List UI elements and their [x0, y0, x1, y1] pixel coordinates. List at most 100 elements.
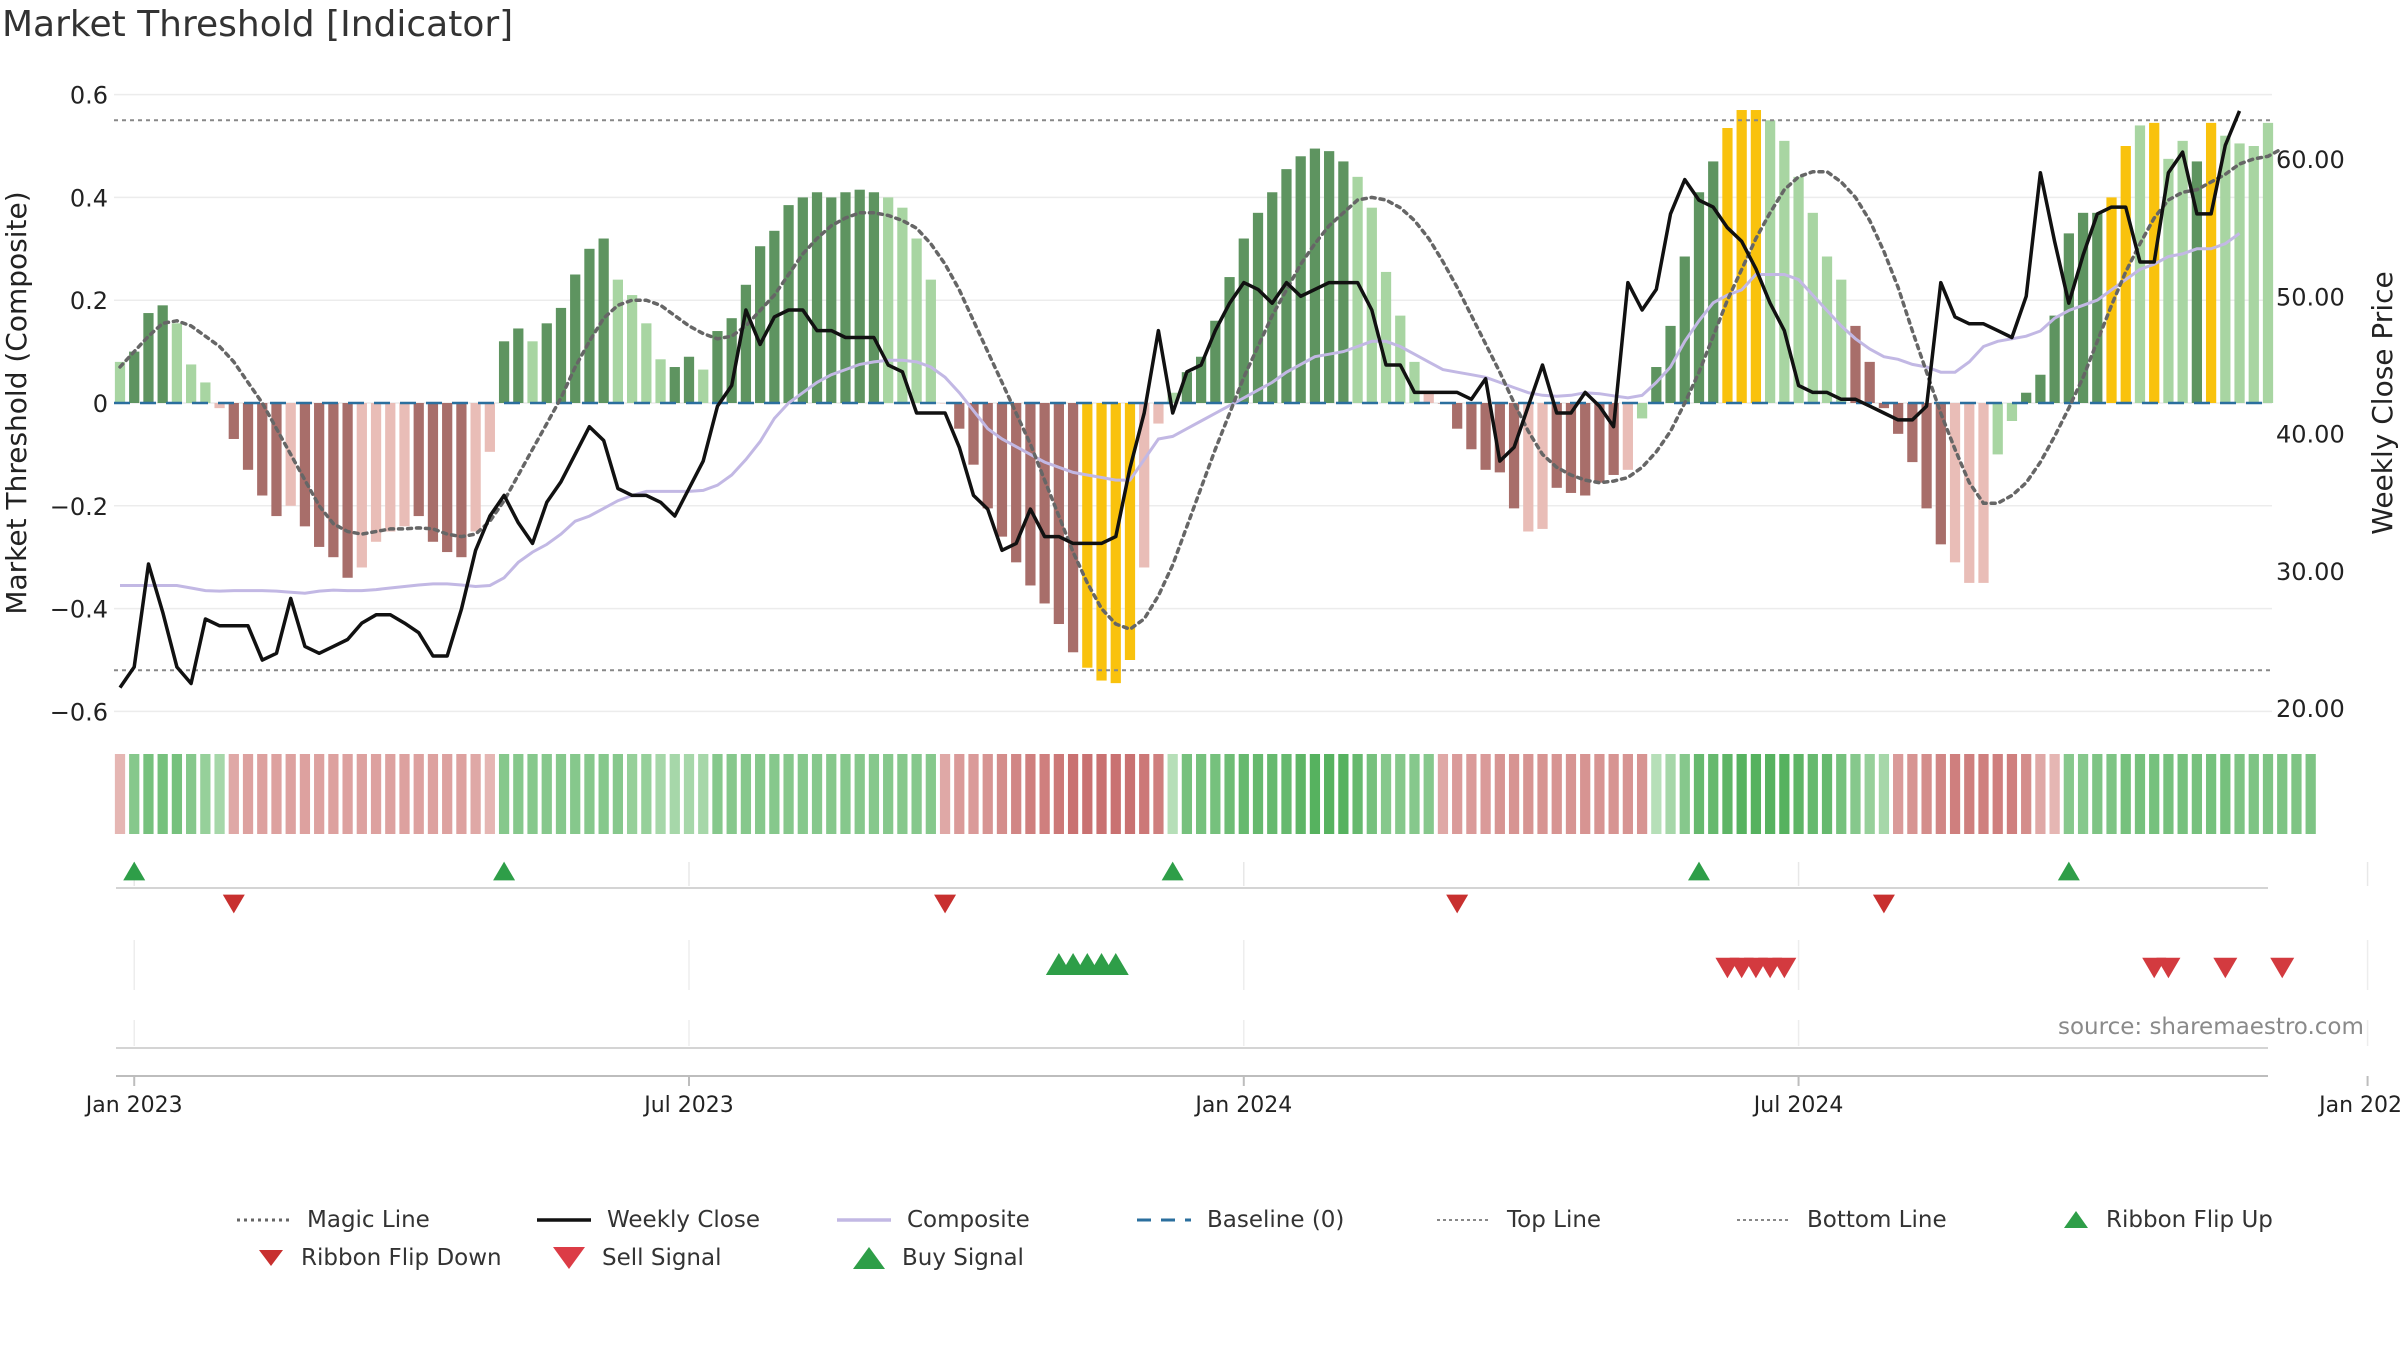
ribbon-cell [968, 754, 979, 834]
threshold-bar [1793, 176, 1804, 403]
ribbon-cell [769, 754, 780, 834]
ribbon-cell [740, 754, 752, 834]
ribbon-cell [356, 754, 367, 834]
ribbon-cell [897, 754, 908, 834]
threshold-bar [1366, 207, 1377, 403]
ribbon-cell [1324, 754, 1335, 834]
threshold-bar [683, 356, 695, 403]
dotted-gray-line-icon [1737, 1219, 1791, 1221]
legend-label: Ribbon Flip Down [301, 1245, 502, 1271]
threshold-bar [1480, 403, 1491, 470]
threshold-bar [2205, 122, 2217, 404]
ribbon-cell [484, 754, 495, 834]
x-tick-label: Jul 2023 [642, 1093, 734, 1118]
ribbon-cell [1124, 754, 1136, 834]
ribbon-cell [1110, 754, 1121, 834]
sell-signal-marker [2156, 957, 2181, 979]
threshold-bar [242, 403, 254, 470]
ribbon-cell [114, 754, 126, 834]
signals-layer [116, 861, 2369, 1077]
ribbon-cell [2163, 754, 2174, 834]
threshold-bar [911, 238, 922, 403]
ribbon-cell [1480, 754, 1491, 834]
threshold-bar [826, 197, 837, 403]
ribbon-cell [1025, 754, 1036, 834]
ribbon-cell [755, 754, 766, 834]
legend-label: Magic Line [307, 1207, 430, 1233]
legend-item-baseline: Baseline (0) [1135, 1205, 1344, 1235]
legend-item-ribbon-flip-down: Ribbon Flip Down [255, 1243, 502, 1273]
threshold-bar [811, 192, 823, 403]
threshold-bar [897, 207, 908, 403]
threshold-bar [783, 205, 794, 403]
composite-line [120, 232, 2241, 595]
legend-item-weekly-close: Weekly Close [535, 1205, 760, 1235]
y-tick-label: −0.6 [50, 698, 108, 726]
y-tick-label: −0.4 [50, 596, 108, 624]
legend-label: Baseline (0) [1207, 1207, 1345, 1233]
ribbon-cell [1793, 754, 1804, 834]
ribbon-cell [2305, 754, 2316, 834]
ribbon-cell [2092, 754, 2103, 834]
threshold-bar [129, 351, 140, 403]
ribbon-cell [2234, 754, 2245, 834]
threshold-bar [157, 305, 168, 403]
ribbon-cell [285, 754, 296, 834]
threshold-bar [996, 403, 1008, 537]
threshold-bar [1025, 403, 1036, 586]
ribbon-cell [1252, 754, 1264, 834]
ribbon-cell [2277, 754, 2288, 834]
ribbon-cell [1452, 754, 1463, 834]
ribbon-cell [612, 754, 624, 834]
ribbon-cell [626, 754, 638, 834]
ribbon-cell [641, 754, 652, 834]
ribbon-cell [541, 754, 552, 834]
dashed-line-icon [1137, 1218, 1191, 1222]
ribbon-cell [2205, 754, 2217, 834]
ribbon-cell [783, 754, 794, 834]
ribbon-cell [1807, 754, 1818, 834]
ribbon-cell [570, 754, 581, 834]
ribbon-cell [598, 754, 609, 834]
ribbon-cell [1423, 754, 1434, 834]
ribbon-cell [655, 754, 666, 834]
sell-signal-marker [2270, 957, 2295, 979]
threshold-bar [541, 323, 552, 403]
threshold-bar [2077, 212, 2089, 403]
ribbon-cell [1679, 754, 1690, 834]
ribbon-flip-up-marker [1161, 861, 1184, 881]
ribbon-cell [584, 754, 595, 834]
ribbon-cell [683, 754, 695, 834]
threshold-bar [1295, 156, 1306, 403]
y2-tick-label: 50.00 [2276, 283, 2345, 311]
threshold-bar [1523, 403, 1534, 532]
threshold-bar [1651, 367, 1662, 403]
ribbon-cell [399, 754, 410, 834]
ribbon-cell [1935, 754, 1946, 834]
threshold-bar [413, 403, 424, 517]
ribbon-flip-down-marker [1446, 894, 1469, 914]
ribbon-cell [1139, 754, 1150, 834]
threshold-bar [1423, 392, 1434, 403]
threshold-bar [1779, 140, 1790, 404]
threshold-bar [257, 403, 268, 496]
ribbon-cell [2063, 754, 2074, 834]
legend-label: Bottom Line [1807, 1207, 1947, 1233]
threshold-bar [2163, 158, 2174, 403]
ribbon-cell [1651, 754, 1662, 834]
threshold-bar [1693, 192, 1705, 403]
ribbon-cell [1722, 754, 1733, 834]
threshold-bar [1508, 403, 1520, 509]
ribbon-cell [1750, 754, 1762, 834]
ribbon-cell [328, 754, 339, 834]
ribbon-cell [527, 754, 538, 834]
ribbon-cell [1096, 754, 1107, 834]
ribbon-cell [1167, 754, 1178, 834]
ribbon-cell [1395, 754, 1406, 834]
ribbon-cell [911, 754, 922, 834]
threshold-bar [968, 403, 979, 465]
threshold-bar [498, 341, 510, 403]
ribbon-cell [854, 754, 865, 834]
sell-signal-marker [1772, 957, 1797, 979]
ribbon-cell [1409, 754, 1420, 834]
